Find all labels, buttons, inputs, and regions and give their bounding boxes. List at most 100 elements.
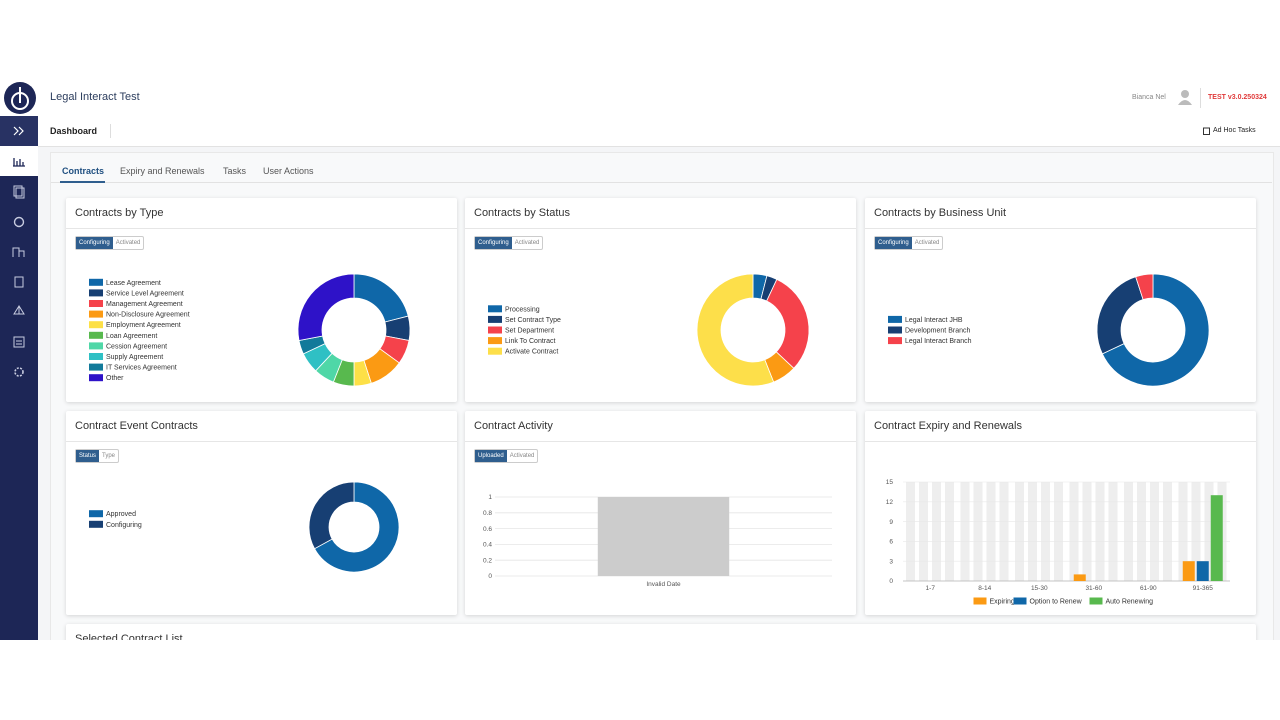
doughnut-segment xyxy=(1101,273,1210,387)
doughnut-segment xyxy=(353,273,409,323)
band-stripe xyxy=(932,482,941,581)
band-stripe xyxy=(1041,482,1050,581)
doughnut-segment xyxy=(1096,276,1144,355)
toggle-option[interactable]: Configuring xyxy=(76,237,113,249)
band-stripe xyxy=(1082,482,1092,581)
legend-swatch xyxy=(488,347,502,355)
legend-label: Option to Renew xyxy=(1030,599,1083,606)
bar xyxy=(1196,561,1209,581)
card-title: Contract Activity xyxy=(474,420,553,432)
toolbar xyxy=(38,116,1280,147)
y-tick-label: 0 xyxy=(488,573,492,580)
toggle-option[interactable]: Configuring xyxy=(475,237,512,249)
band-stripe xyxy=(1191,482,1201,581)
card-title: Contract Event Contracts xyxy=(75,420,198,432)
x-tick-label: 31-60 xyxy=(1085,585,1102,592)
chart: 0 0.2 0.4 0.6 0.8 1 Invalid Date xyxy=(483,494,832,588)
sidebar xyxy=(0,116,38,640)
legend-swatch xyxy=(488,337,502,345)
band-stripe xyxy=(999,482,1009,581)
band-stripe xyxy=(960,482,970,581)
toggle-option[interactable]: Activated xyxy=(509,453,535,459)
expand[interactable] xyxy=(0,116,38,146)
doughnut-segment xyxy=(1135,273,1154,301)
doughnut-segment xyxy=(696,273,775,387)
y-tick-label: 0.4 xyxy=(483,542,492,549)
band-stripe xyxy=(1108,482,1118,581)
chart: 0 3 6 9 12 15 1-7 8-14 15-30 31-60 61-90 91-365 Expi… xyxy=(886,479,1230,606)
x-tick-label: Invalid Date xyxy=(646,581,681,588)
band-stripe xyxy=(1015,482,1024,581)
card-rule xyxy=(66,441,457,442)
legend-label: Employment Agreement xyxy=(106,322,181,329)
chart: Lease Agreement Service Level Agreement Ma… xyxy=(89,273,411,387)
legend-swatch xyxy=(89,520,103,528)
y-tick-label: 6 xyxy=(889,539,893,546)
legend-swatch xyxy=(89,363,103,371)
y-tick-label: 9 xyxy=(889,519,893,526)
card: Contracts by Business Unit Configuring Act… xyxy=(865,198,1256,402)
legend-label: Loan Agreement xyxy=(106,333,157,340)
divider xyxy=(110,124,111,138)
legend-label: Lease Agreement xyxy=(106,280,161,287)
legend-label: Other xyxy=(106,375,124,382)
card-rule xyxy=(465,228,856,229)
legend-swatch xyxy=(89,310,103,318)
legend-swatch xyxy=(1013,597,1027,605)
tab[interactable]: Contracts xyxy=(62,166,105,176)
legend-swatch xyxy=(973,597,987,605)
toggle-option[interactable]: Type xyxy=(102,453,116,459)
doughnut-segment xyxy=(314,481,400,573)
band-stripe xyxy=(1028,482,1037,581)
x-tick-label: 61-90 xyxy=(1140,585,1157,592)
user-name[interactable]: Bianca Nel xyxy=(1132,94,1166,101)
tab[interactable]: User Actions xyxy=(263,166,314,176)
logo xyxy=(4,82,36,114)
toggle-option[interactable]: Uploaded xyxy=(475,450,507,462)
card: Contract Activity Uploaded Activated 0 0.2 0.… xyxy=(465,411,856,615)
band-stripe xyxy=(986,482,996,581)
legend-label: Link To Contract xyxy=(505,338,556,345)
task-icon[interactable] xyxy=(1203,127,1210,135)
x-tick-label: 8-14 xyxy=(978,585,991,592)
legend-label: Approved xyxy=(106,511,136,518)
legend-label: Auto Renewing xyxy=(1106,599,1154,606)
bar xyxy=(1073,574,1086,581)
divider xyxy=(1200,88,1201,108)
app: Legal Interact Test Bianca Nel TEST v3.0… xyxy=(0,80,1280,640)
band-stripe xyxy=(973,482,983,581)
legend-swatch xyxy=(89,510,103,518)
toggle-option[interactable]: Activated xyxy=(914,240,940,246)
tab[interactable]: Tasks xyxy=(223,166,247,176)
y-tick-label: 1 xyxy=(488,494,492,501)
legend-label: Set Contract Type xyxy=(505,317,561,324)
band-stripe xyxy=(919,482,928,581)
legend-swatch xyxy=(89,300,103,307)
legend-label: Legal Interact Branch xyxy=(905,338,972,345)
y-tick-label: 15 xyxy=(886,479,894,486)
toggle: Uploaded Activated xyxy=(474,449,539,463)
legend-label: Legal Interact JHB xyxy=(905,317,963,324)
legend-label: Service Level Agreement xyxy=(106,290,184,297)
legend-swatch xyxy=(89,278,103,286)
toggle-option[interactable]: Activated xyxy=(514,240,540,246)
legend-swatch xyxy=(488,305,502,313)
y-tick-label: 12 xyxy=(886,499,894,506)
legend-swatch xyxy=(888,326,902,334)
card: Contract Expiry and Renewals 0 3 6 9 12 15 1-7 8… xyxy=(865,411,1256,615)
legend-label: Activate Contract xyxy=(505,349,558,356)
tab-underline xyxy=(60,181,105,183)
legend-label: Processing xyxy=(505,306,540,313)
toggle-option[interactable]: Activated xyxy=(115,240,141,246)
tab[interactable]: Expiry and Renewals xyxy=(120,166,205,176)
legend-swatch xyxy=(888,337,902,345)
avatar[interactable] xyxy=(1177,89,1193,105)
legend-swatch xyxy=(89,331,103,339)
toggle-option[interactable]: Configuring xyxy=(875,237,912,249)
toggle-option[interactable]: Status xyxy=(76,450,100,462)
ad-hoc-tasks[interactable]: Ad Hoc Tasks xyxy=(1213,127,1256,134)
app-title: Legal Interact Test xyxy=(50,91,140,103)
legend-label: IT Services Agreement xyxy=(106,365,177,372)
legend-label: Management Agreement xyxy=(106,301,183,308)
card: Contract Event Contracts Status Type Approv… xyxy=(66,411,457,615)
